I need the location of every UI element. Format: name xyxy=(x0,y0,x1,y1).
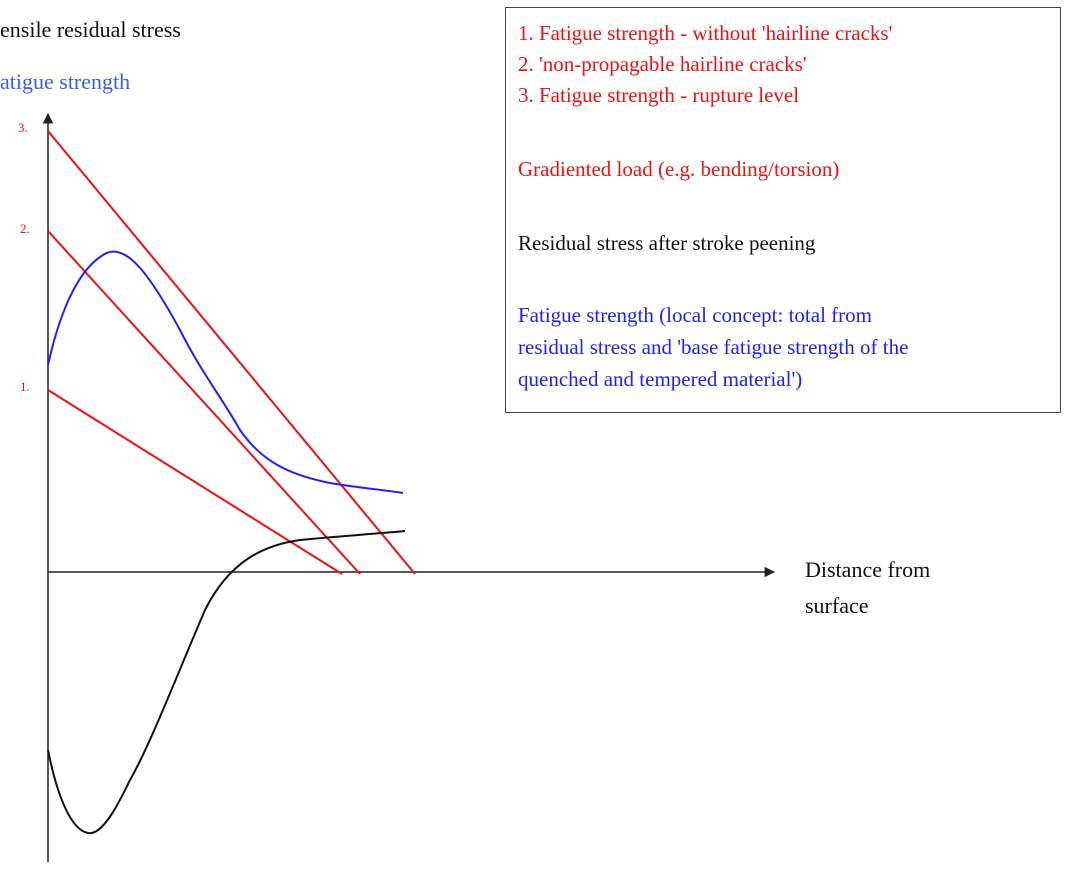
legend-item-3: 3. Fatigue strength - rupture level xyxy=(518,83,800,107)
legend-fatigue-line-2: residual stress and 'base fatigue streng… xyxy=(518,335,909,359)
legend-load: Gradiented load (e.g. bending/torsion) xyxy=(518,157,840,181)
legend-fatigue-line-3: quenched and tempered material') xyxy=(518,367,803,391)
x-axis-label-line2: surface xyxy=(805,593,869,618)
legend-residual: Residual stress after stroke peening xyxy=(518,231,816,255)
load-line-2 xyxy=(47,230,361,575)
x-axis-label-line1: Distance from xyxy=(805,557,931,582)
fatigue-strength-curve xyxy=(47,250,404,494)
tick-label-2: 2. xyxy=(20,221,30,236)
residual-stress-curve xyxy=(47,530,406,835)
y-axis-label-tensile: ensile residual stress xyxy=(0,17,181,42)
legend-item-2: 2. 'non-propagable hairline cracks' xyxy=(518,52,807,76)
tick-label-1: 1. xyxy=(20,379,30,394)
load-line-1 xyxy=(47,389,343,575)
y-axis-label-fatigue: atigue strength xyxy=(0,69,131,94)
load-line-3 xyxy=(47,130,416,575)
legend-item-1: 1. Fatigue strength - without 'hairline … xyxy=(518,21,893,45)
legend-fatigue-line-1: Fatigue strength (local concept: total f… xyxy=(518,303,872,327)
legend-box: 1. Fatigue strength - without 'hairline … xyxy=(505,7,1061,413)
tick-label-3: 3. xyxy=(18,120,28,135)
